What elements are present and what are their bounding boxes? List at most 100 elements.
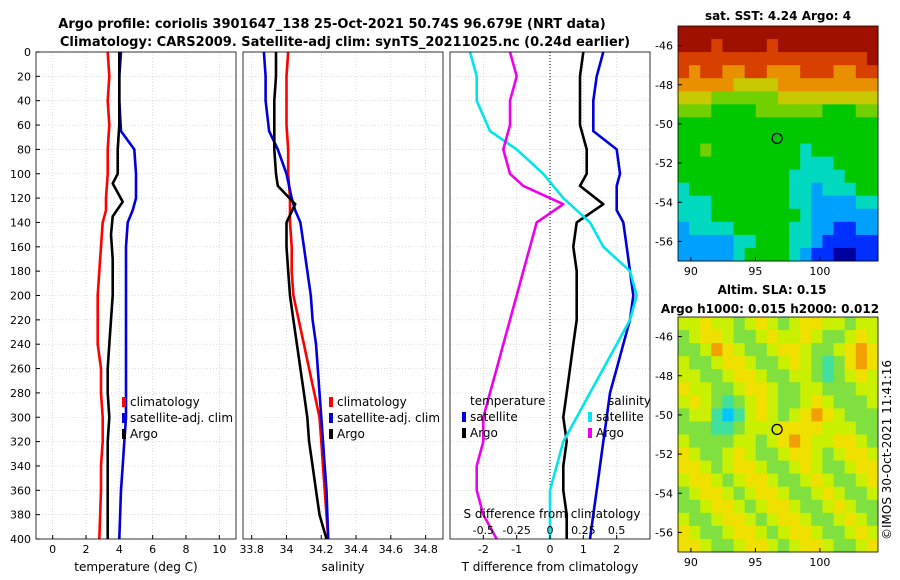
sla-map-panel: 90 95 100 -46 -48 -50 -52 -54 -56 xyxy=(655,316,879,569)
sla-cell xyxy=(822,525,835,540)
sla-ytick-label: -52 xyxy=(655,448,673,461)
sla-cell xyxy=(689,473,701,488)
sst-cell xyxy=(778,130,790,144)
sla-ytick-label: -50 xyxy=(655,409,673,422)
sst-cell xyxy=(866,195,879,210)
sla-cell xyxy=(844,395,857,409)
sla-cell xyxy=(755,512,768,527)
sla-cell xyxy=(800,434,812,449)
sla-cell xyxy=(833,538,846,553)
sla-cell xyxy=(711,356,723,370)
sla-cell xyxy=(711,317,723,331)
sla-cell xyxy=(700,512,712,527)
sla-cell xyxy=(789,317,801,331)
sst-cell xyxy=(700,39,712,53)
sla-cell xyxy=(866,538,879,553)
salinity-xtick-label: 34 xyxy=(279,543,293,556)
sla-cell xyxy=(844,421,857,435)
sla-cell xyxy=(678,330,690,344)
sst-cell xyxy=(789,78,801,92)
difference-xtick-label: -2 xyxy=(478,543,489,556)
sst-cell xyxy=(700,182,712,197)
temperature-ytick-label: 220 xyxy=(10,314,31,327)
sla-cell xyxy=(800,317,812,331)
sla-cell xyxy=(689,538,701,553)
sla-cell xyxy=(766,395,779,409)
temperature-legend-label: climatology xyxy=(130,395,200,409)
sla-cell xyxy=(866,395,879,409)
sla-cell xyxy=(689,486,701,501)
sla-cell xyxy=(722,525,735,540)
sla-cell xyxy=(722,356,735,370)
sla-cell xyxy=(855,525,868,540)
temperature-series-argo xyxy=(106,52,124,539)
sla-cell xyxy=(778,525,790,540)
sla-cell xyxy=(755,460,768,475)
sla-cell xyxy=(789,382,801,396)
sst-cell xyxy=(678,247,690,262)
sla-cell xyxy=(711,343,723,357)
sla-cell xyxy=(733,330,746,344)
sst-cell xyxy=(778,208,790,223)
sla-cell xyxy=(700,473,712,488)
sla-cell xyxy=(744,343,757,357)
sst-cell xyxy=(689,195,701,210)
sst-cell xyxy=(844,91,857,105)
difference-series-s-argo xyxy=(475,51,565,540)
sla-cell xyxy=(744,330,757,344)
sla-cell xyxy=(700,447,712,462)
sla-cell xyxy=(800,343,812,357)
sst-cell xyxy=(844,208,857,223)
sst-cell xyxy=(733,234,746,249)
sst-cell xyxy=(822,91,835,105)
sst-cell xyxy=(811,104,823,118)
sst-cell xyxy=(822,130,835,144)
sla-cell xyxy=(800,486,812,501)
sst-cell xyxy=(822,117,835,131)
sst-cell xyxy=(844,26,857,40)
sla-cell xyxy=(844,512,857,527)
sla-map-title: Altim. SLA: 0.15 xyxy=(718,283,827,297)
sla-cell xyxy=(733,395,746,409)
sst-cell xyxy=(689,208,701,223)
sla-cell xyxy=(733,486,746,501)
difference-top-tick-label: 0.25 xyxy=(571,524,596,537)
sst-cell xyxy=(866,208,879,223)
sst-cell xyxy=(778,26,790,40)
sla-cell xyxy=(678,356,690,370)
sst-cell xyxy=(744,130,757,144)
sla-cell xyxy=(678,408,690,422)
sla-cell xyxy=(700,343,712,357)
sst-cell xyxy=(866,169,879,184)
sla-cell xyxy=(800,460,812,475)
sla-cell xyxy=(822,343,835,357)
sst-cell xyxy=(744,156,757,171)
sla-cell xyxy=(700,408,712,422)
sst-cell xyxy=(711,221,723,236)
sst-cell xyxy=(722,156,735,171)
sla-cell xyxy=(722,460,735,475)
temperature-ytick-label: 120 xyxy=(10,192,31,205)
sla-cell xyxy=(689,525,701,540)
sla-cell xyxy=(711,460,723,475)
sla-cell xyxy=(755,447,768,462)
sla-cell xyxy=(822,447,835,462)
sla-cell xyxy=(755,408,768,422)
difference-legend-header-temperature: temperature xyxy=(470,394,545,408)
sla-cell xyxy=(811,434,823,449)
sla-cell xyxy=(722,538,735,553)
sst-cell xyxy=(744,26,757,40)
sla-cell xyxy=(800,421,812,435)
sst-cell xyxy=(855,143,868,158)
sst-cell xyxy=(711,52,723,66)
sst-cell xyxy=(866,182,879,197)
sla-cell xyxy=(744,382,757,396)
sla-cell xyxy=(789,343,801,357)
sst-cell xyxy=(733,143,746,158)
difference-xtick-label: 0 xyxy=(547,543,554,556)
sla-cell xyxy=(744,525,757,540)
sla-cell xyxy=(833,421,846,435)
sst-cell xyxy=(744,221,757,236)
sst-cell xyxy=(855,52,868,66)
sla-cell xyxy=(700,538,712,553)
